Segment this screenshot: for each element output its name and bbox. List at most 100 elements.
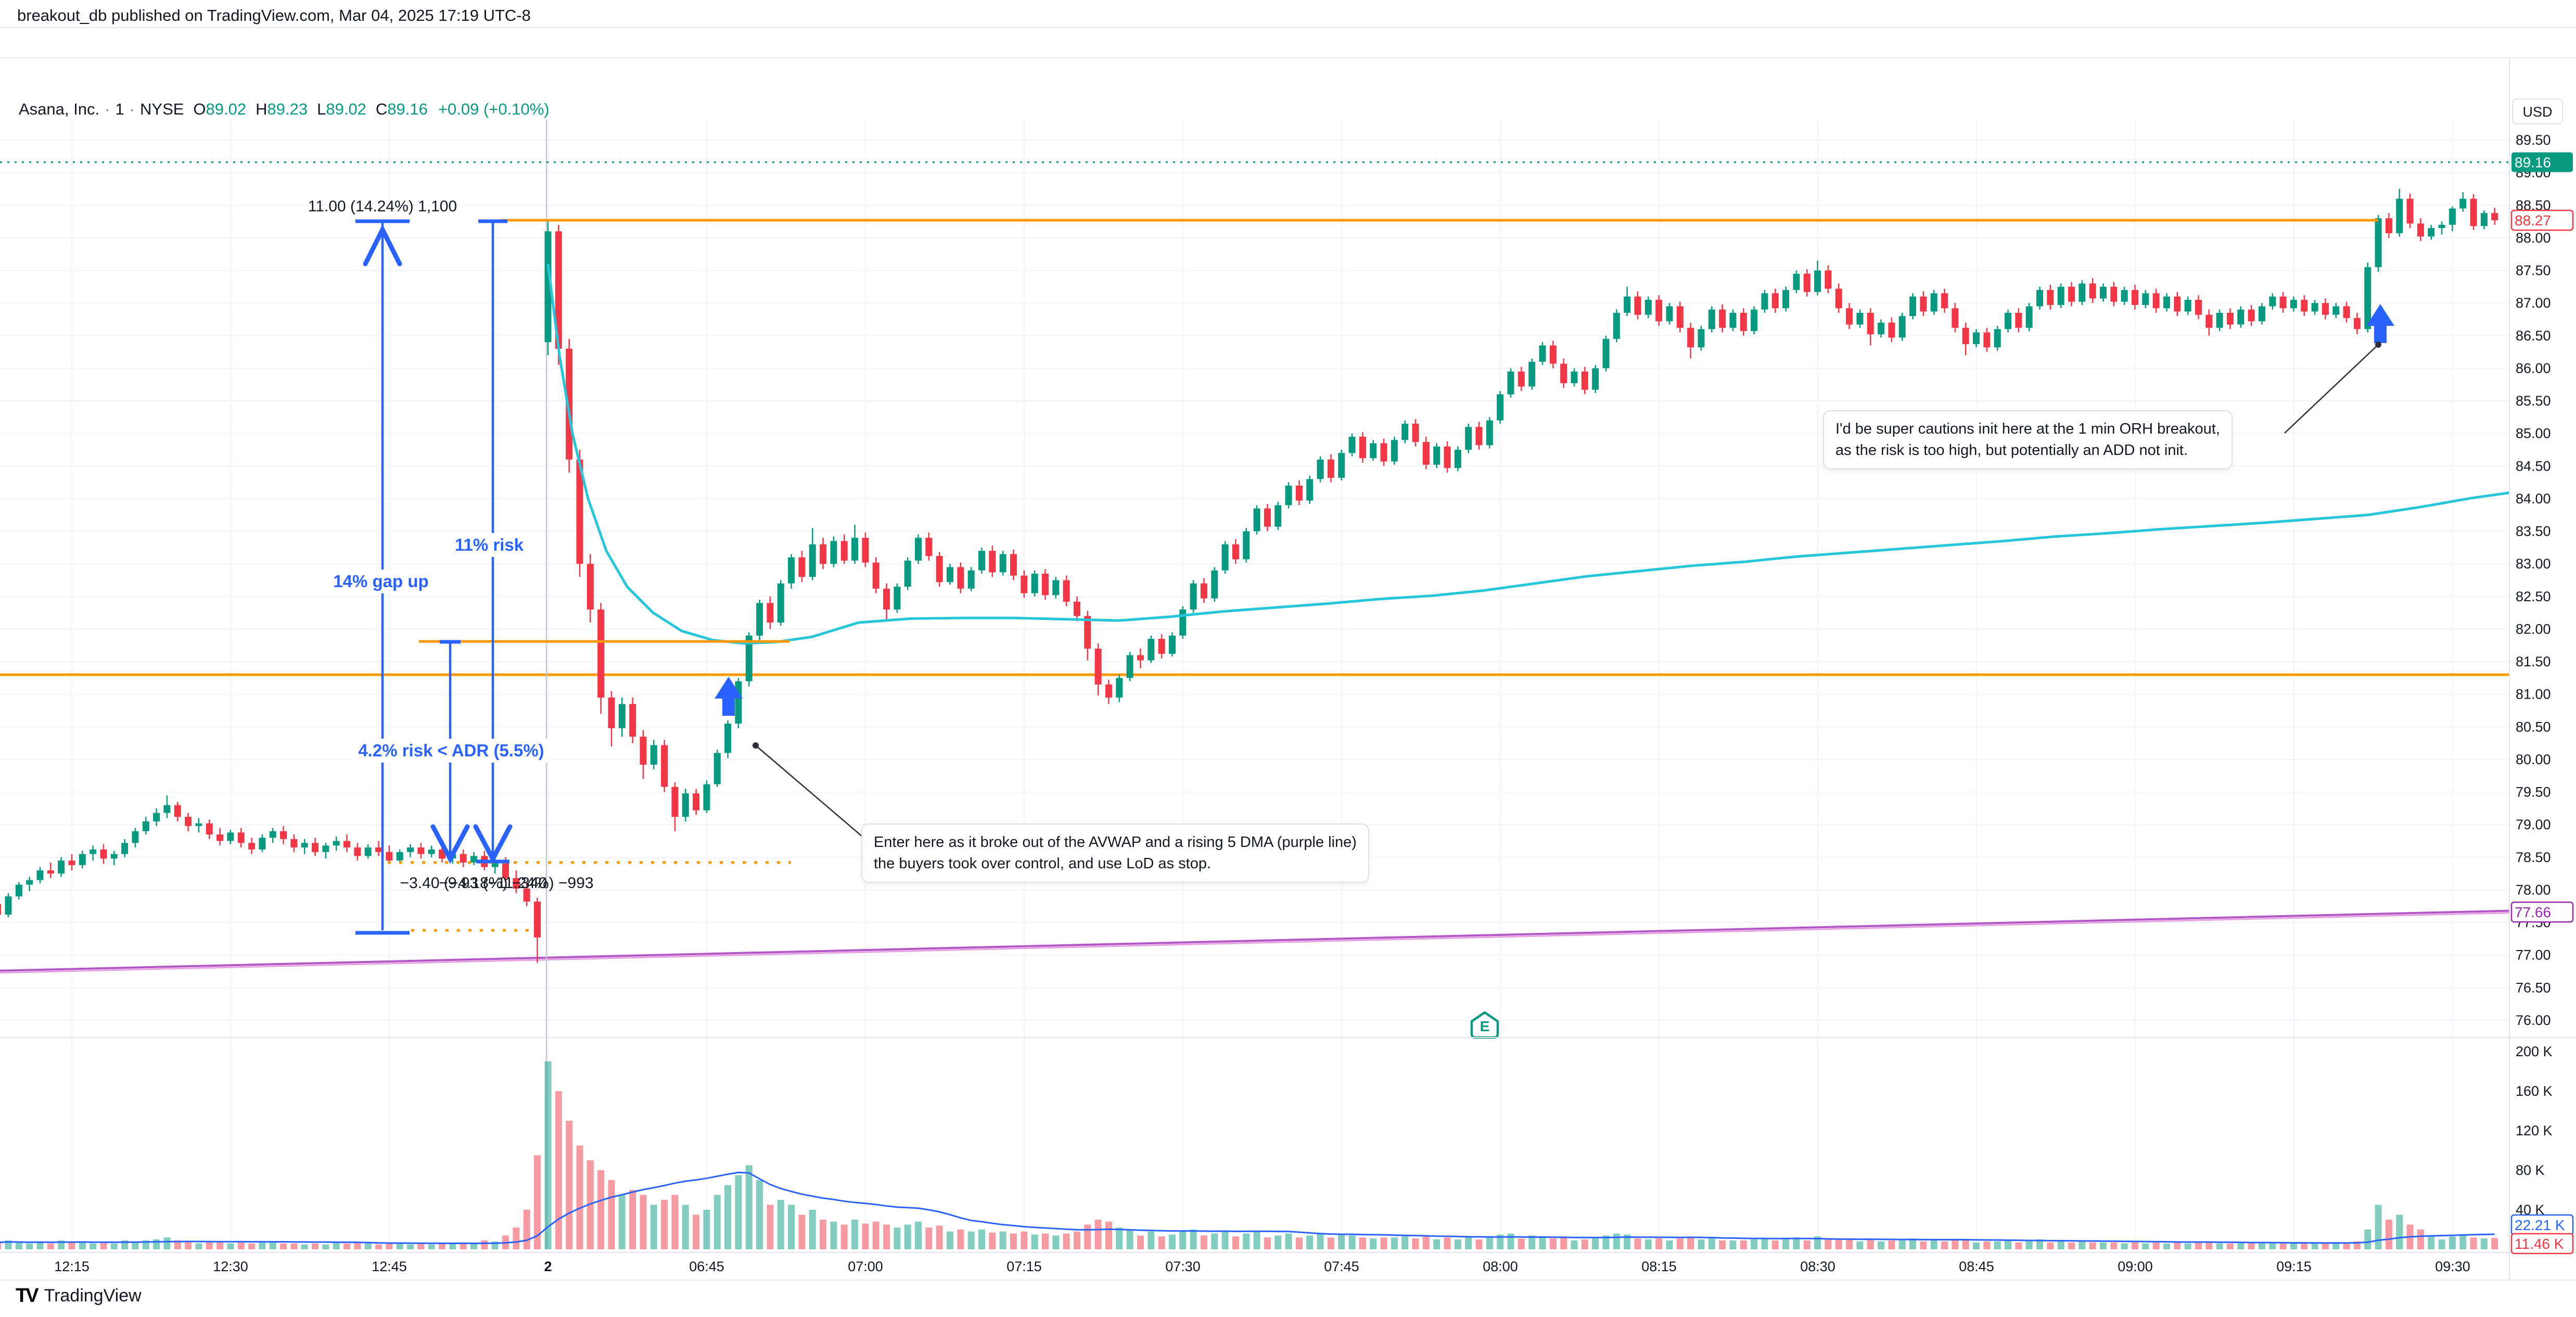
candle[interactable] [1137, 655, 1144, 661]
candle[interactable] [2216, 312, 2223, 328]
candle[interactable] [163, 805, 171, 813]
candle[interactable] [396, 852, 403, 861]
volume-bar[interactable] [259, 1242, 266, 1249]
candle[interactable] [1168, 635, 1176, 654]
candle[interactable] [1126, 655, 1133, 678]
candle[interactable] [2110, 286, 2118, 302]
volume-bar[interactable] [1295, 1237, 1303, 1249]
candle[interactable] [1676, 306, 1684, 328]
candle[interactable] [1729, 312, 1737, 328]
candle[interactable] [237, 832, 245, 843]
volume-bar[interactable] [777, 1200, 784, 1249]
volume-bar[interactable] [2269, 1242, 2276, 1249]
volume-bar[interactable] [386, 1242, 393, 1249]
candle[interactable] [1613, 312, 1620, 339]
candle[interactable] [999, 554, 1006, 573]
volume-bar[interactable] [767, 1205, 774, 1250]
candle[interactable] [2491, 213, 2498, 221]
volume-bar[interactable] [1444, 1237, 1451, 1249]
candle[interactable] [2470, 198, 2477, 226]
volume-bar[interactable] [2301, 1243, 2308, 1249]
volume-bar[interactable] [1973, 1242, 1980, 1249]
volume-bar[interactable] [1264, 1237, 1271, 1249]
volume-bar[interactable] [1021, 1231, 1028, 1249]
candle[interactable] [1644, 299, 1652, 315]
adr-risk-label[interactable]: 4.2% risk < ADR (5.5%) [352, 739, 551, 763]
volume-bar[interactable] [989, 1232, 996, 1249]
candle[interactable] [2163, 296, 2170, 309]
candle[interactable] [1444, 446, 1451, 468]
candle[interactable] [533, 902, 541, 938]
candle[interactable] [2142, 293, 2149, 305]
candle[interactable] [195, 823, 202, 826]
candle[interactable] [1497, 394, 1504, 421]
volume-bar[interactable] [1644, 1239, 1652, 1249]
candle[interactable] [2047, 290, 2054, 305]
candle[interactable] [2068, 286, 2075, 302]
volume-bar[interactable] [1074, 1231, 1080, 1249]
volume-bar[interactable] [1190, 1230, 1197, 1249]
candle[interactable] [1264, 508, 1271, 527]
volume-bar[interactable] [1401, 1236, 1409, 1249]
volume-bar[interactable] [1147, 1231, 1155, 1249]
volume-bar[interactable] [1211, 1233, 1218, 1249]
candle[interactable] [967, 570, 975, 589]
volume-bar[interactable] [682, 1205, 689, 1250]
volume-bar[interactable] [1888, 1240, 1895, 1249]
risk-label[interactable]: 11% risk [448, 533, 530, 557]
volume-bar[interactable] [1898, 1240, 1906, 1249]
volume-bar[interactable] [481, 1240, 488, 1249]
entry-arrow-icon[interactable] [715, 677, 743, 716]
volume-bar[interactable] [2121, 1243, 2128, 1249]
candle[interactable] [555, 231, 562, 349]
candle[interactable] [820, 544, 827, 564]
volume-bar[interactable] [1454, 1239, 1461, 1249]
candle[interactable] [2417, 223, 2424, 237]
candle[interactable] [1412, 423, 1419, 442]
candle[interactable] [1179, 609, 1187, 636]
volume-bar[interactable] [470, 1243, 478, 1249]
candle[interactable] [978, 551, 986, 571]
candle[interactable] [2353, 318, 2361, 330]
volume-bar[interactable] [1327, 1237, 1334, 1249]
volume-bar[interactable] [2290, 1243, 2297, 1249]
symbol-legend[interactable]: Asana, Inc. · 1 · NYSE O89.02 H89.23 L89.02 C89.… [19, 100, 550, 119]
tradingview-logo[interactable]: TV TradingView [16, 1285, 142, 1307]
candle[interactable] [343, 841, 351, 848]
candle[interactable] [1380, 443, 1387, 462]
candle[interactable] [2174, 296, 2181, 312]
volume-bar[interactable] [2216, 1243, 2223, 1249]
candle[interactable] [1306, 479, 1313, 501]
volume-bar[interactable] [1221, 1231, 1229, 1249]
volume-bar[interactable] [661, 1200, 668, 1249]
volume-bar[interactable] [227, 1243, 234, 1249]
candle[interactable] [1634, 296, 1641, 315]
volume-bar[interactable] [460, 1242, 467, 1249]
volume-bar[interactable] [915, 1221, 922, 1249]
vwap-line[interactable] [546, 263, 2510, 645]
volume-bar[interactable] [428, 1244, 435, 1250]
candle[interactable] [1327, 459, 1334, 478]
candle[interactable] [1433, 446, 1440, 465]
candle[interactable] [1507, 371, 1514, 395]
gap-up-label[interactable]: 14% gap up [327, 569, 435, 593]
volume-bar[interactable] [1539, 1236, 1546, 1249]
candle[interactable] [375, 847, 382, 852]
volume-bar[interactable] [375, 1244, 382, 1250]
volume-bar[interactable] [745, 1165, 753, 1250]
candle[interactable] [915, 538, 922, 561]
volume-bar[interactable] [671, 1195, 679, 1250]
candle[interactable] [1211, 570, 1218, 599]
candle[interactable] [1475, 427, 1483, 446]
candle[interactable] [185, 817, 192, 826]
volume-bar[interactable] [2459, 1235, 2467, 1249]
candle[interactable] [1042, 573, 1049, 596]
volume-bar[interactable] [1751, 1239, 1758, 1249]
candle[interactable] [1962, 327, 1969, 345]
volume-bar[interactable] [1825, 1239, 1832, 1249]
price-range-label[interactable]: 11.00 (14.24%) 1,100 [308, 198, 457, 215]
volume-bar[interactable] [820, 1220, 827, 1249]
candle[interactable] [79, 854, 86, 865]
candle[interactable] [1243, 531, 1250, 560]
volume-bar[interactable] [1655, 1238, 1663, 1249]
